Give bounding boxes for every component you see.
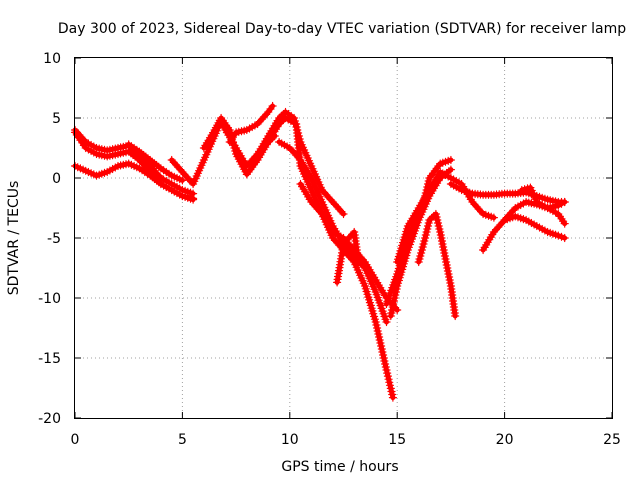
y-tick-label: 5 xyxy=(52,111,61,127)
series-markers xyxy=(124,140,187,185)
x-axis-label: GPS time / hours xyxy=(281,459,398,475)
series-trace xyxy=(296,179,402,315)
series-trace xyxy=(264,113,397,402)
series-trace xyxy=(517,183,569,213)
x-tick-label: 25 xyxy=(603,432,621,448)
series-trace xyxy=(500,212,569,243)
series-line xyxy=(298,181,400,313)
series-trace xyxy=(333,227,363,287)
y-tick-label: 0 xyxy=(52,171,61,187)
series-trace xyxy=(414,209,460,321)
y-tick-labels: 10 5 0 -5 -10 -15 -20 xyxy=(38,51,61,427)
series-line xyxy=(265,115,396,401)
series-trace xyxy=(446,179,569,207)
series-trace xyxy=(70,125,198,198)
series-markers xyxy=(500,212,569,243)
series-markers xyxy=(386,165,455,321)
x-tick-label: 15 xyxy=(388,432,406,448)
series-markers xyxy=(264,113,397,402)
x-tick-label: 10 xyxy=(281,432,299,448)
x-tick-label: 5 xyxy=(178,432,187,448)
chart-title: Day 300 of 2023, Sidereal Day-to-day VTE… xyxy=(58,21,626,37)
series-markers xyxy=(199,113,277,179)
series-markers xyxy=(225,101,277,147)
y-tick-label: -10 xyxy=(38,291,61,307)
series-markers xyxy=(446,179,569,207)
series-markers xyxy=(414,209,460,321)
plot-frame xyxy=(74,57,613,419)
series-markers xyxy=(70,125,198,198)
series-markers xyxy=(517,183,569,213)
data-series xyxy=(70,101,569,402)
series-trace xyxy=(199,113,277,179)
series-trace xyxy=(225,101,277,147)
y-tick-label: -20 xyxy=(38,411,61,427)
x-tick-labels: 0 5 10 15 20 25 xyxy=(71,432,621,448)
x-tick-label: 0 xyxy=(71,432,80,448)
y-axis-label: SDTVAR / TECUs xyxy=(6,181,22,296)
y-tick-label: -5 xyxy=(47,231,61,247)
x-tick-label: 20 xyxy=(496,432,514,448)
series-trace xyxy=(386,165,455,321)
y-tick-label: -15 xyxy=(38,351,61,367)
y-tick-label: 10 xyxy=(43,51,61,67)
series-markers xyxy=(333,227,363,287)
series-trace xyxy=(124,140,187,185)
